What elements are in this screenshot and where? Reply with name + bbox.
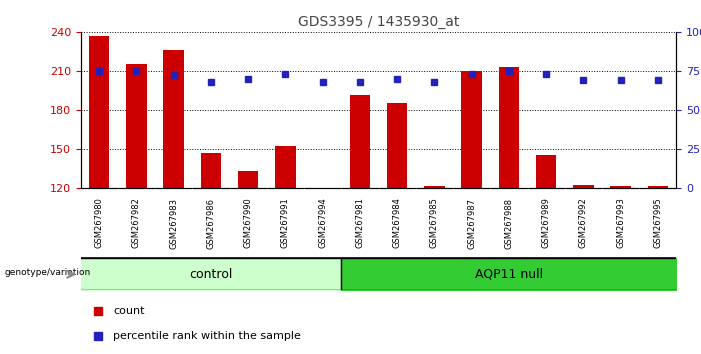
Text: GSM267995: GSM267995 (653, 198, 662, 249)
Text: GSM267986: GSM267986 (207, 198, 215, 249)
Bar (498, 67, 519, 188)
Text: GSM267992: GSM267992 (579, 198, 588, 249)
Bar (238, 171, 259, 188)
Text: GSM267987: GSM267987 (467, 198, 476, 249)
Bar (275, 146, 296, 188)
Text: GSM267990: GSM267990 (244, 198, 252, 249)
Text: GSM267994: GSM267994 (318, 198, 327, 249)
Text: GSM267989: GSM267989 (542, 198, 550, 249)
Bar (573, 185, 594, 188)
Text: GSM267993: GSM267993 (616, 198, 625, 249)
Bar (350, 96, 370, 188)
Text: GSM267981: GSM267981 (355, 198, 365, 249)
Text: GSM267984: GSM267984 (393, 198, 402, 249)
Text: genotype/variation: genotype/variation (4, 268, 90, 277)
Text: AQP11 null: AQP11 null (475, 268, 543, 281)
Bar (200, 153, 222, 188)
Text: GSM267985: GSM267985 (430, 198, 439, 249)
Bar (536, 155, 557, 188)
Text: GSM267988: GSM267988 (505, 198, 513, 249)
Text: control: control (189, 268, 233, 281)
Bar (126, 64, 147, 188)
Text: GSM267991: GSM267991 (281, 198, 290, 249)
Title: GDS3395 / 1435930_at: GDS3395 / 1435930_at (298, 16, 459, 29)
Bar (387, 103, 407, 188)
Bar (461, 71, 482, 188)
Text: percentile rank within the sample: percentile rank within the sample (114, 331, 301, 341)
Text: count: count (114, 306, 145, 316)
Text: GSM267980: GSM267980 (95, 198, 104, 249)
Bar (648, 186, 668, 188)
Bar (611, 186, 631, 188)
Text: GSM267983: GSM267983 (169, 198, 178, 249)
Bar (89, 36, 109, 188)
Text: GSM267982: GSM267982 (132, 198, 141, 249)
Bar (163, 50, 184, 188)
Bar (424, 186, 444, 188)
